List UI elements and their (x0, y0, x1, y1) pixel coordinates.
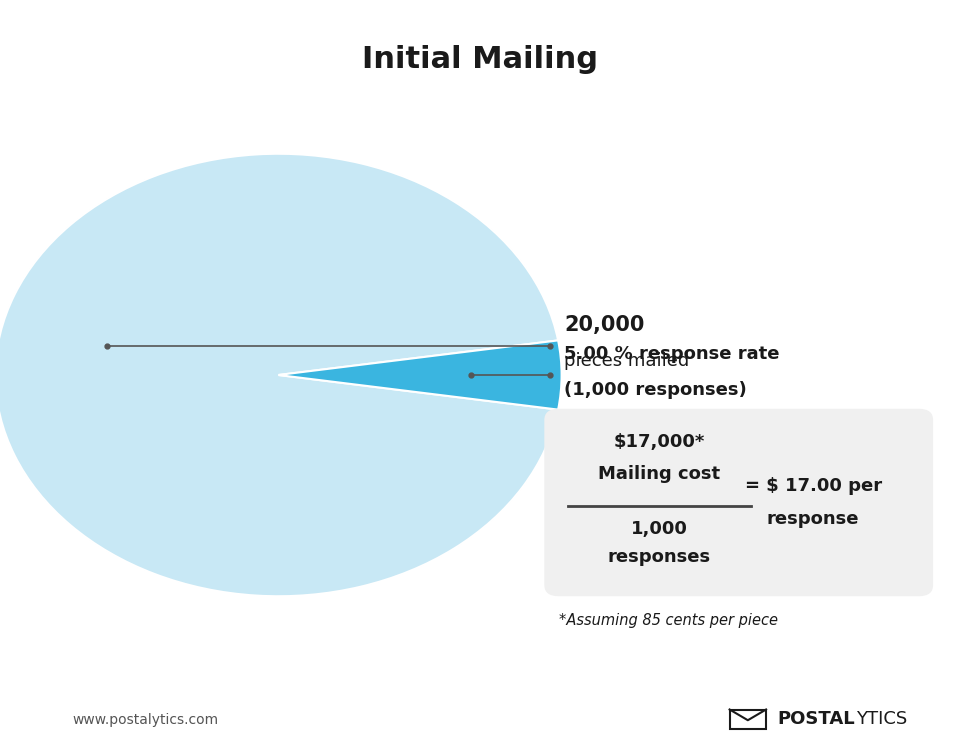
Text: POSTAL: POSTAL (778, 710, 855, 728)
Text: 1,000: 1,000 (631, 520, 688, 538)
FancyBboxPatch shape (544, 409, 933, 596)
Wedge shape (0, 154, 558, 596)
Text: *Assuming 85 cents per piece: *Assuming 85 cents per piece (559, 614, 778, 628)
Text: $17,000*: $17,000* (613, 433, 706, 451)
Text: response: response (767, 510, 859, 528)
Text: Mailing cost: Mailing cost (598, 465, 721, 483)
Text: 20,000: 20,000 (564, 316, 645, 335)
Text: www.postalytics.com: www.postalytics.com (72, 713, 218, 727)
Text: YTICS: YTICS (856, 710, 907, 728)
Text: responses: responses (608, 548, 711, 566)
Text: = $ 17.00 per: = $ 17.00 per (745, 477, 881, 495)
Text: pieces mailed: pieces mailed (564, 352, 689, 370)
Text: 5.00 % response rate: 5.00 % response rate (564, 345, 780, 363)
Text: Initial Mailing: Initial Mailing (362, 46, 598, 74)
Bar (730, 710, 766, 729)
Text: (1,000 responses): (1,000 responses) (564, 381, 747, 399)
Wedge shape (278, 340, 562, 410)
